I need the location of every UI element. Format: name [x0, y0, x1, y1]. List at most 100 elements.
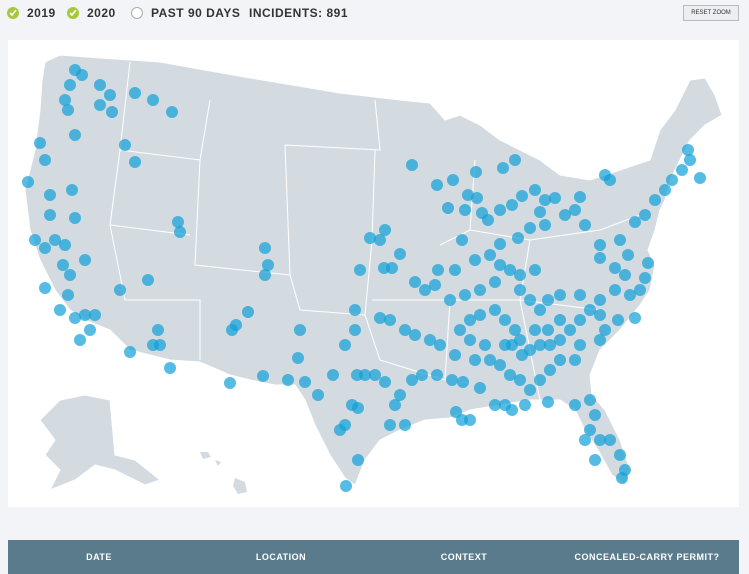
incident-dot[interactable]	[516, 190, 528, 202]
incident-dot[interactable]	[594, 252, 606, 264]
incident-dot[interactable]	[604, 434, 616, 446]
incident-dot[interactable]	[419, 284, 431, 296]
incident-dot[interactable]	[44, 209, 56, 221]
incident-dot[interactable]	[534, 374, 546, 386]
incident-dot[interactable]	[549, 192, 561, 204]
incident-dot[interactable]	[352, 454, 364, 466]
incident-dot[interactable]	[447, 174, 459, 186]
incident-dot[interactable]	[544, 364, 556, 376]
incident-dot[interactable]	[406, 374, 418, 386]
incident-dot[interactable]	[639, 272, 651, 284]
incident-dot[interactable]	[619, 269, 631, 281]
incident-dot[interactable]	[634, 284, 646, 296]
incident-dot[interactable]	[624, 289, 636, 301]
incident-dot[interactable]	[622, 249, 634, 261]
incident-dot[interactable]	[369, 369, 381, 381]
incident-dot[interactable]	[399, 419, 411, 431]
incident-dot[interactable]	[494, 238, 506, 250]
incident-dot[interactable]	[299, 376, 311, 388]
incident-dot[interactable]	[242, 306, 254, 318]
incident-dot[interactable]	[262, 259, 274, 271]
incident-dot[interactable]	[69, 312, 81, 324]
incident-dot[interactable]	[292, 352, 304, 364]
incident-dot[interactable]	[509, 154, 521, 166]
incident-dot[interactable]	[259, 269, 271, 281]
incident-dot[interactable]	[64, 269, 76, 281]
incident-dot[interactable]	[312, 389, 324, 401]
incident-dot[interactable]	[124, 346, 136, 358]
incident-dot[interactable]	[129, 156, 141, 168]
incident-dot[interactable]	[379, 376, 391, 388]
incident-dot[interactable]	[616, 472, 628, 484]
incident-dot[interactable]	[494, 359, 506, 371]
incident-dot[interactable]	[524, 222, 536, 234]
incident-dot[interactable]	[374, 312, 386, 324]
incident-dot[interactable]	[649, 194, 661, 206]
incident-dot[interactable]	[44, 189, 56, 201]
incident-dot[interactable]	[29, 234, 41, 246]
column-header[interactable]: LOCATION	[255, 552, 307, 562]
incident-dot[interactable]	[484, 354, 496, 366]
incident-dot[interactable]	[544, 339, 556, 351]
incident-dot[interactable]	[684, 154, 696, 166]
incident-dot[interactable]	[49, 234, 61, 246]
checkbox[interactable]	[7, 7, 19, 19]
incident-dot[interactable]	[604, 174, 616, 186]
incident-dot[interactable]	[74, 334, 86, 346]
incident-dot[interactable]	[659, 184, 671, 196]
incident-dot[interactable]	[166, 106, 178, 118]
incident-dot[interactable]	[494, 259, 506, 271]
incident-dot[interactable]	[34, 137, 46, 149]
incident-dot[interactable]	[564, 324, 576, 336]
incident-dot[interactable]	[129, 87, 141, 99]
incident-dot[interactable]	[524, 384, 536, 396]
incident-dot[interactable]	[504, 264, 516, 276]
incident-dot[interactable]	[469, 254, 481, 266]
incident-dot[interactable]	[39, 154, 51, 166]
incident-dot[interactable]	[554, 314, 566, 326]
incident-dot[interactable]	[154, 339, 166, 351]
incident-dot[interactable]	[629, 216, 641, 228]
incident-dot[interactable]	[104, 89, 116, 101]
incident-dot[interactable]	[499, 314, 511, 326]
incident-dot[interactable]	[57, 259, 69, 271]
incident-dot[interactable]	[464, 414, 476, 426]
incident-dot[interactable]	[629, 312, 641, 324]
incident-dot[interactable]	[142, 274, 154, 286]
incident-dot[interactable]	[349, 304, 361, 316]
incident-dot[interactable]	[39, 242, 51, 254]
incident-dot[interactable]	[76, 69, 88, 81]
incident-dot[interactable]	[378, 262, 390, 274]
incident-dot[interactable]	[147, 94, 159, 106]
incident-dot[interactable]	[682, 144, 694, 156]
incident-dot[interactable]	[594, 334, 606, 346]
incident-dot[interactable]	[506, 404, 518, 416]
incident-dot[interactable]	[609, 284, 621, 296]
incident-dot[interactable]	[574, 314, 586, 326]
incident-dot[interactable]	[354, 264, 366, 276]
incident-dot[interactable]	[434, 339, 446, 351]
filter-past-90[interactable]: PAST 90 DAYS	[131, 5, 240, 21]
incident-dot[interactable]	[449, 349, 461, 361]
incident-dot[interactable]	[479, 339, 491, 351]
incident-dot[interactable]	[94, 99, 106, 111]
incident-dot[interactable]	[172, 216, 184, 228]
incident-dot[interactable]	[666, 174, 678, 186]
incident-dot[interactable]	[449, 264, 461, 276]
incident-dot[interactable]	[349, 324, 361, 336]
incident-dot[interactable]	[569, 399, 581, 411]
incident-dot[interactable]	[464, 314, 476, 326]
column-header[interactable]: CONTEXT	[440, 552, 488, 562]
incident-dot[interactable]	[431, 179, 443, 191]
incident-dot[interactable]	[454, 324, 466, 336]
incident-dot[interactable]	[484, 249, 496, 261]
incident-dot[interactable]	[539, 219, 551, 231]
incident-dot[interactable]	[554, 289, 566, 301]
incident-dot[interactable]	[459, 204, 471, 216]
incident-dot[interactable]	[94, 79, 106, 91]
incident-dot[interactable]	[79, 309, 91, 321]
incident-dot[interactable]	[594, 434, 606, 446]
incident-dot[interactable]	[59, 94, 71, 106]
incident-dot[interactable]	[66, 184, 78, 196]
filter-2020[interactable]: 2020	[67, 5, 116, 21]
